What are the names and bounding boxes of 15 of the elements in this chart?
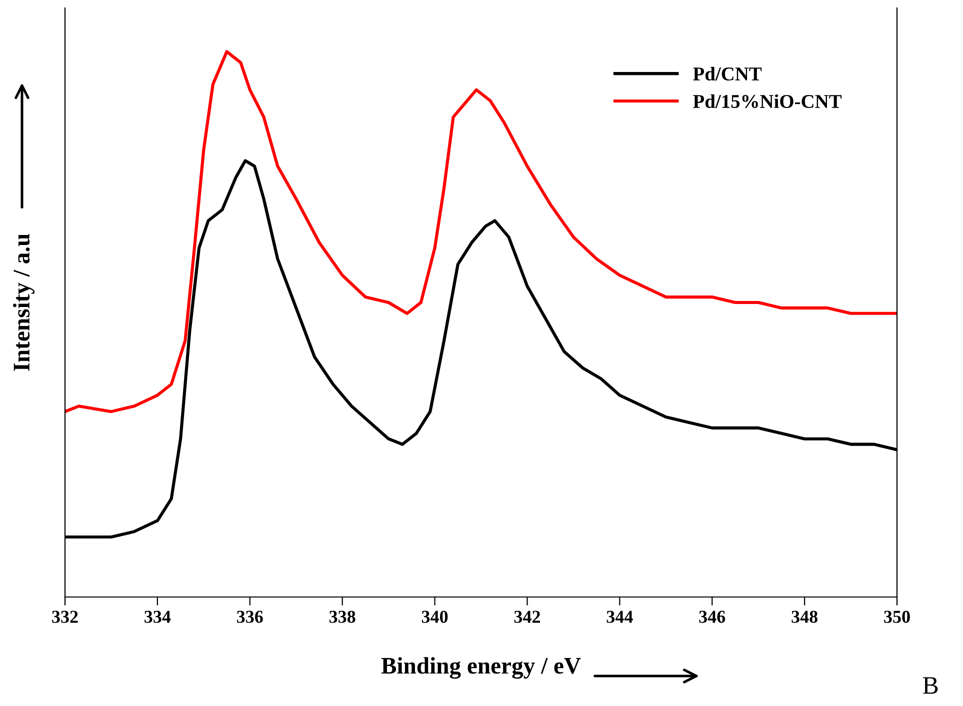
y-axis-title: Intensity / a.u — [12, 234, 34, 371]
text: B — [922, 677, 938, 694]
legend-label: Pd/CNT — [693, 66, 762, 81]
x-tick-label: 334 — [144, 610, 171, 623]
x-tick-label: 332 — [52, 610, 78, 623]
legend-label: Pd/15%NiO-CNT — [693, 94, 842, 108]
x-tick-label: 338 — [329, 610, 356, 623]
x-tick-label: 336 — [237, 610, 263, 623]
x-tick-label: 350 — [884, 610, 910, 623]
x-tick-label: 342 — [514, 610, 540, 623]
x-tick-label: 344 — [606, 610, 633, 623]
x-tick-label: 346 — [699, 610, 726, 623]
x-tick-label: 348 — [792, 610, 818, 623]
x-tick-label: 340 — [422, 610, 448, 623]
x-axis-title: Binding energy / eV — [381, 657, 581, 679]
